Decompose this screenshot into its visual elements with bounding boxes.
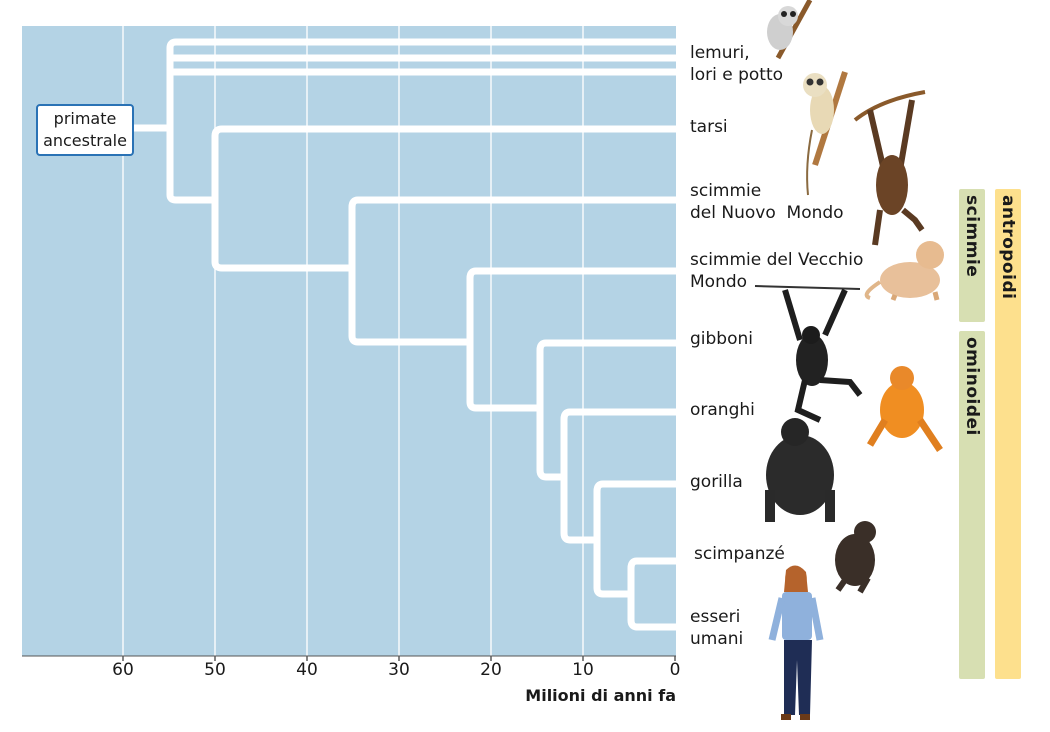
loris-illustration xyxy=(803,71,848,196)
x-axis-title: Milioni di anni fa xyxy=(525,686,676,705)
branch-owm-apes xyxy=(466,267,676,412)
root-ancestor-box: primate ancestrale xyxy=(36,104,134,156)
tip-label-chimpanzees: scimpanzé xyxy=(694,544,785,564)
tip-label-old-world-monkeys: scimmie del Vecchio Mondo xyxy=(690,250,864,292)
human-illustration xyxy=(768,565,824,720)
orangutan-illustration xyxy=(866,366,943,452)
tick-label-20: 20 xyxy=(480,660,502,680)
chimpanzee-illustration xyxy=(835,521,876,594)
macaque-illustration xyxy=(864,241,944,301)
branch-gibbons xyxy=(536,339,676,481)
tarsier-illustration xyxy=(767,0,813,60)
tip-label-new-world-monkeys: scimmie del Nuovo Mondo xyxy=(690,181,844,223)
group-label-scimmie: scimmie xyxy=(962,195,982,278)
group-label-ominoidei: ominoidei xyxy=(962,337,982,436)
tick-label-10: 10 xyxy=(572,660,594,680)
branch-orangutans xyxy=(560,408,676,544)
branch-nwm-owm xyxy=(348,196,676,346)
branch-tarsier-anthropoid xyxy=(211,125,676,272)
tip-label-orangutans: oranghi xyxy=(690,400,755,420)
tick-label-0: 0 xyxy=(669,660,681,680)
tick-label-30: 30 xyxy=(388,660,410,680)
tip-label-lemurs: lemuri, lori e potto xyxy=(690,43,784,85)
gibbon-illustration xyxy=(754,285,863,423)
gorilla-illustration xyxy=(765,418,835,522)
tip-label-gorillas: gorilla xyxy=(690,472,743,492)
group-bar-ominoidei: ominoidei xyxy=(959,331,985,679)
branch-chimps-humans xyxy=(627,557,676,631)
branch-prosimian-anthropoid xyxy=(166,38,676,204)
tick-label-60: 60 xyxy=(112,660,134,680)
root-ancestor-label: primate ancestrale xyxy=(43,109,127,150)
tick-label-40: 40 xyxy=(296,660,318,680)
spider-monkey-illustration xyxy=(853,90,926,246)
tick-label-50: 50 xyxy=(204,660,226,680)
tip-label-tarsiers: tarsi xyxy=(690,117,728,137)
group-label-antropoidi: antropoidi xyxy=(998,195,1018,300)
tip-label-gibbons: gibboni xyxy=(690,329,753,349)
phylogeny-branches xyxy=(134,38,676,631)
group-bar-scimmie: scimmie xyxy=(959,189,985,322)
tip-label-humans: esseri umani xyxy=(690,607,744,649)
group-bar-antropoidi: antropoidi xyxy=(995,189,1021,679)
tick-marks xyxy=(22,655,676,661)
branch-gorillas xyxy=(593,480,676,598)
